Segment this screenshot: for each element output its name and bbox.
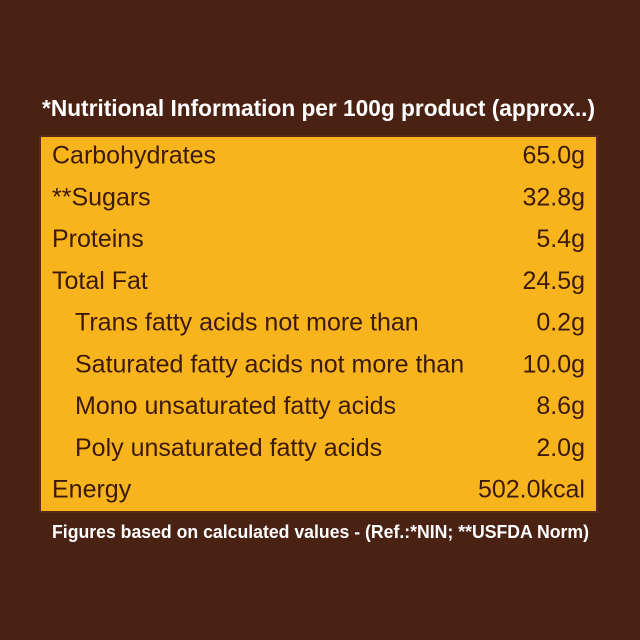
row-value: 0.2g [536,309,585,337]
row-label: Carbohydrates [52,141,216,169]
row-value: 8.6g [536,392,585,420]
row-label: Proteins [52,225,144,253]
footnote: Figures based on calculated values - (Re… [52,522,589,542]
row-value: 32.8g [522,183,585,211]
row-label: **Sugars [52,183,151,211]
row-value: 24.5g [522,267,585,295]
table-box [39,135,598,513]
row-label: Trans fatty acids not more than [75,309,419,337]
row-value: 502.0kcal [478,476,585,504]
row-label: Total Fat [52,267,148,295]
row-label: Mono unsaturated fatty acids [75,392,396,420]
row-value: 10.0g [522,350,585,378]
row-label: Energy [52,476,132,504]
row-label: Saturated fatty acids not more than [75,350,464,378]
title: *Nutritional Information per 100g produc… [42,95,595,121]
row-label: Poly unsaturated fatty acids [75,434,382,462]
row-value: 2.0g [536,434,585,462]
row-value: 5.4g [536,225,585,253]
row-value: 65.0g [522,141,585,169]
